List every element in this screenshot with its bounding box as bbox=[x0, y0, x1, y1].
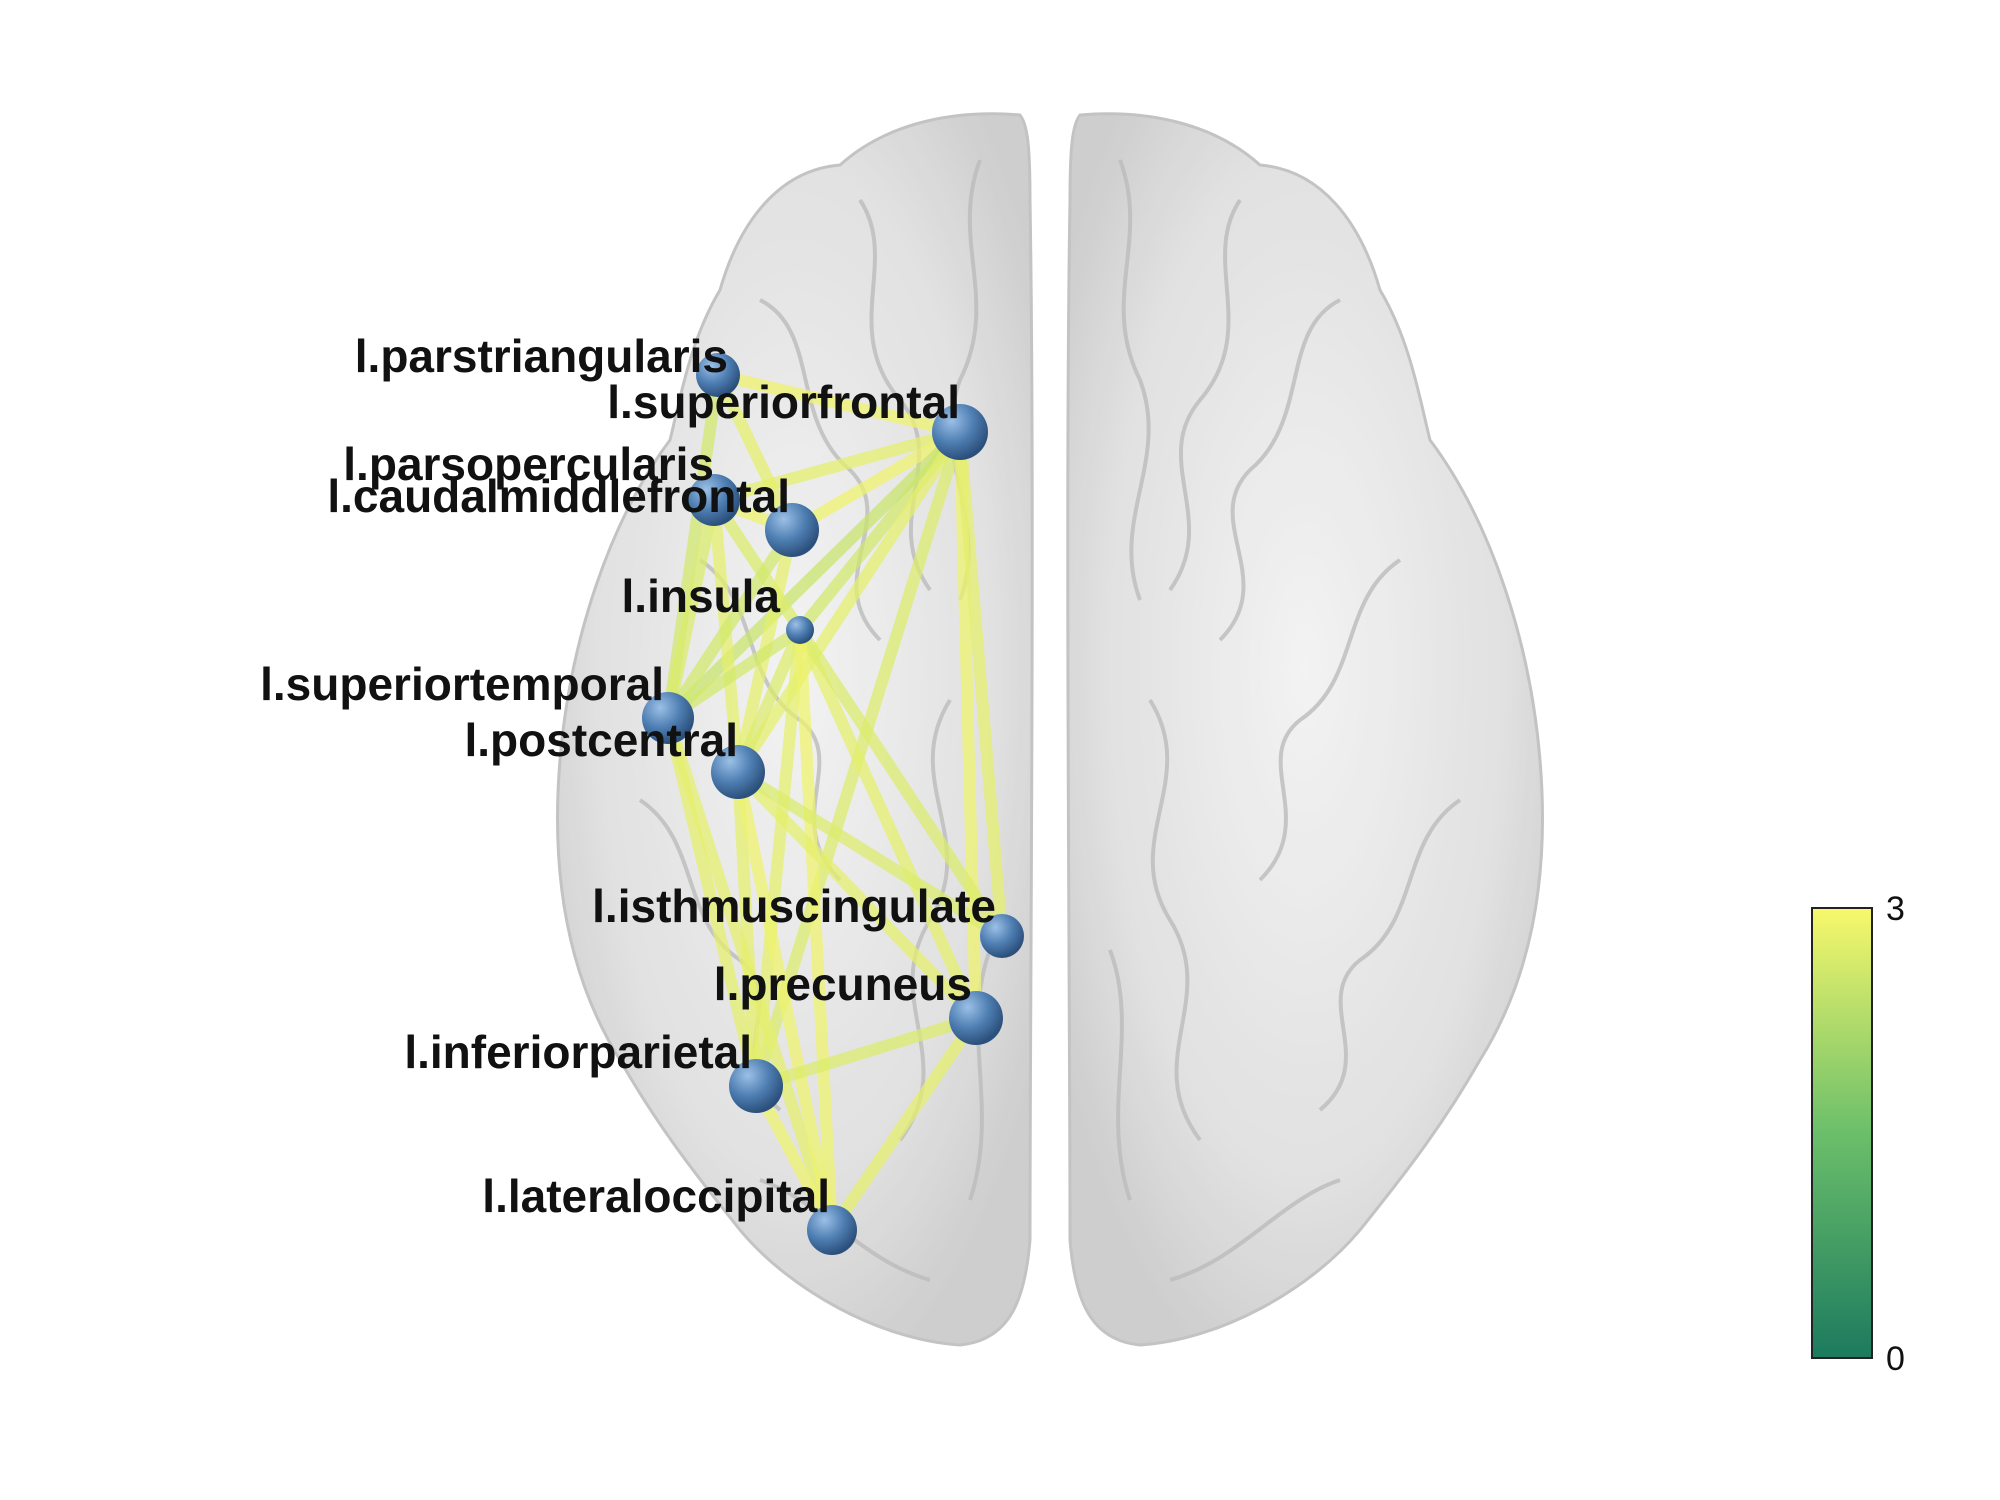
colorbar-max-label: 3 bbox=[1886, 890, 1905, 928]
edge-superiorfrontal-isthmuscingulate bbox=[954, 426, 1008, 942]
node-superiorfrontal bbox=[932, 404, 988, 460]
region-nodes bbox=[642, 353, 1024, 1255]
edge-parstriangularis-caudalmiddlefrontal bbox=[712, 369, 798, 536]
edge-superiorfrontal-superiortemporal bbox=[662, 426, 966, 724]
node-precuneus bbox=[949, 991, 1003, 1045]
label-caudalmiddlefrontal: l.caudalmiddlefrontal bbox=[327, 470, 790, 522]
label-parsopercularis: l.parsopercularis bbox=[343, 438, 714, 490]
label-parstriangularis: l.parstriangularis bbox=[355, 330, 728, 382]
edge-superiorfrontal-parsopercularis bbox=[708, 426, 966, 506]
edge-postcentral-precuneus bbox=[732, 766, 982, 1024]
colorbar-gradient bbox=[1811, 907, 1873, 1359]
label-superiortemporal: l.superiortemporal bbox=[260, 658, 664, 710]
label-isthmuscingulate: l.isthmuscingulate bbox=[592, 880, 996, 932]
node-insula bbox=[786, 616, 814, 644]
edge-postcentral-inferiorparietal bbox=[732, 766, 762, 1092]
label-superiorfrontal: l.superiorfrontal bbox=[607, 376, 960, 428]
label-precuneus: l.precuneus bbox=[714, 958, 972, 1010]
node-postcentral bbox=[711, 745, 765, 799]
edge-superiorfrontal-postcentral bbox=[732, 426, 966, 778]
colorbar: 3 0 bbox=[1811, 890, 1905, 1378]
node-inferiorparietal bbox=[729, 1059, 783, 1113]
edge-parsopercularis-superiortemporal bbox=[662, 494, 720, 724]
node-parstriangularis bbox=[696, 353, 740, 397]
label-insula: l.insula bbox=[622, 570, 781, 622]
edge-inferiorparietal-lateraloccipital bbox=[750, 1080, 838, 1236]
edge-superiorfrontal-caudalmiddlefrontal bbox=[786, 426, 966, 536]
label-lateraloccipital: l.lateraloccipital bbox=[482, 1170, 830, 1222]
edge-parstriangularis-superiorfrontal bbox=[712, 369, 966, 438]
edge-insula-precuneus bbox=[794, 624, 982, 1024]
label-inferiorparietal: l.inferiorparietal bbox=[404, 1026, 752, 1078]
edge-postcentral-lateraloccipital bbox=[732, 766, 838, 1236]
node-parsopercularis bbox=[688, 474, 740, 526]
edge-insula-isthmuscingulate bbox=[794, 624, 1008, 942]
edge-postcentral-isthmuscingulate bbox=[732, 766, 1008, 942]
connection-edges bbox=[662, 369, 1008, 1236]
node-lateraloccipital bbox=[807, 1205, 857, 1255]
colorbar-min-label: 0 bbox=[1886, 1340, 1905, 1378]
edge-caudalmiddlefrontal-superiortemporal bbox=[662, 524, 798, 724]
node-caudalmiddlefrontal bbox=[765, 503, 819, 557]
edge-insula-superiortemporal bbox=[662, 624, 806, 724]
edge-inferiorparietal-precuneus bbox=[750, 1012, 982, 1092]
node-isthmuscingulate bbox=[980, 914, 1024, 958]
edge-insula-lateraloccipital bbox=[794, 624, 838, 1236]
edge-precuneus-lateraloccipital bbox=[826, 1012, 982, 1236]
node-superiortemporal bbox=[642, 692, 694, 744]
right-hemisphere bbox=[1066, 112, 1544, 1347]
label-postcentral: l.postcentral bbox=[464, 714, 738, 766]
